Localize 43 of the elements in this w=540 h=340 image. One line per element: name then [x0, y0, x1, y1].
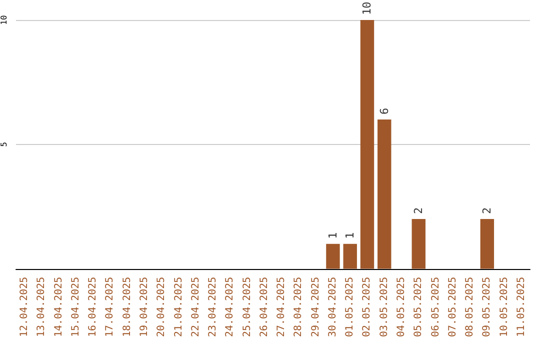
data-label: 6 — [378, 108, 391, 115]
x-tick-label: 24.04.2025 — [224, 276, 236, 338]
x-tick-label: 19.04.2025 — [139, 276, 150, 338]
x-tick-label: 01.05.2025 — [344, 276, 356, 338]
x-tick-label: 15.04.2025 — [70, 276, 82, 338]
x-tick-label: 22.04.2025 — [190, 276, 202, 338]
x-tick-label: 11.05.2025 — [516, 276, 527, 338]
x-tick-label: 04.05.2025 — [396, 276, 407, 338]
bar — [360, 20, 374, 269]
x-tick-label: 06.05.2025 — [430, 276, 442, 338]
x-tick-label: 18.04.2025 — [122, 276, 133, 338]
x-tick-label: 27.04.2025 — [276, 276, 288, 338]
data-label: 2 — [412, 207, 426, 214]
bar — [343, 244, 357, 269]
x-tick-label: 30.04.2025 — [327, 276, 338, 338]
x-tick-label: 09.05.2025 — [482, 276, 493, 338]
x-tick-label: 03.05.2025 — [378, 276, 390, 338]
x-tick-label: 28.04.2025 — [293, 276, 304, 338]
x-tick-label: 07.05.2025 — [447, 276, 458, 338]
data-label: 10 — [360, 2, 374, 15]
data-label: 1 — [344, 232, 357, 239]
x-tick-label: 08.05.2025 — [464, 276, 476, 338]
y-tick-label: 5 — [0, 142, 8, 147]
x-tick-label: 23.04.2025 — [208, 276, 219, 338]
x-tick-label: 25.04.2025 — [242, 276, 253, 338]
x-tick-label: 12.04.2025 — [19, 276, 30, 338]
x-tick-label: 29.04.2025 — [310, 276, 322, 338]
bar — [326, 244, 340, 269]
x-tick-label: 14.04.2025 — [53, 276, 64, 338]
data-label: 1 — [326, 232, 340, 239]
x-tick-label: 02.05.2025 — [362, 276, 373, 338]
bar — [378, 120, 392, 269]
x-tick-label: 21.04.2025 — [173, 276, 184, 338]
x-tick-label: 26.04.2025 — [258, 276, 270, 338]
x-tick-label: 17.04.2025 — [104, 276, 116, 338]
bar — [480, 219, 494, 269]
bar — [412, 219, 426, 269]
x-tick-label: 20.04.2025 — [156, 276, 168, 338]
x-tick-label: 10.05.2025 — [498, 276, 510, 338]
x-tick-label: 05.05.2025 — [413, 276, 424, 338]
data-label: 2 — [480, 207, 494, 214]
x-tick-label: 16.04.2025 — [88, 276, 99, 338]
x-tick-label: 13.04.2025 — [36, 276, 48, 338]
